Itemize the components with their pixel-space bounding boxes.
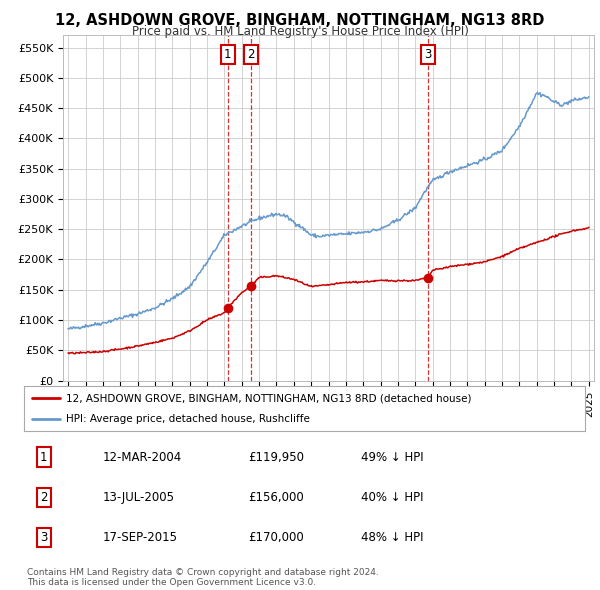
Text: 12-MAR-2004: 12-MAR-2004	[103, 451, 182, 464]
Text: 13-JUL-2005: 13-JUL-2005	[103, 491, 175, 504]
Text: 12, ASHDOWN GROVE, BINGHAM, NOTTINGHAM, NG13 8RD: 12, ASHDOWN GROVE, BINGHAM, NOTTINGHAM, …	[55, 13, 545, 28]
Text: 3: 3	[424, 48, 431, 61]
Text: 1: 1	[40, 451, 47, 464]
Text: 1: 1	[224, 48, 232, 61]
Text: HPI: Average price, detached house, Rushcliffe: HPI: Average price, detached house, Rush…	[66, 414, 310, 424]
Text: £119,950: £119,950	[248, 451, 304, 464]
Text: 49% ↓ HPI: 49% ↓ HPI	[361, 451, 423, 464]
Text: 2: 2	[247, 48, 254, 61]
Text: 48% ↓ HPI: 48% ↓ HPI	[361, 531, 423, 544]
Text: 3: 3	[40, 531, 47, 544]
Text: 17-SEP-2015: 17-SEP-2015	[103, 531, 178, 544]
Text: Contains HM Land Registry data © Crown copyright and database right 2024.
This d: Contains HM Land Registry data © Crown c…	[27, 568, 379, 587]
Text: 2: 2	[40, 491, 47, 504]
Text: 12, ASHDOWN GROVE, BINGHAM, NOTTINGHAM, NG13 8RD (detached house): 12, ASHDOWN GROVE, BINGHAM, NOTTINGHAM, …	[66, 394, 472, 404]
Text: £156,000: £156,000	[248, 491, 304, 504]
Text: £170,000: £170,000	[248, 531, 304, 544]
Text: 40% ↓ HPI: 40% ↓ HPI	[361, 491, 423, 504]
Text: Price paid vs. HM Land Registry's House Price Index (HPI): Price paid vs. HM Land Registry's House …	[131, 25, 469, 38]
